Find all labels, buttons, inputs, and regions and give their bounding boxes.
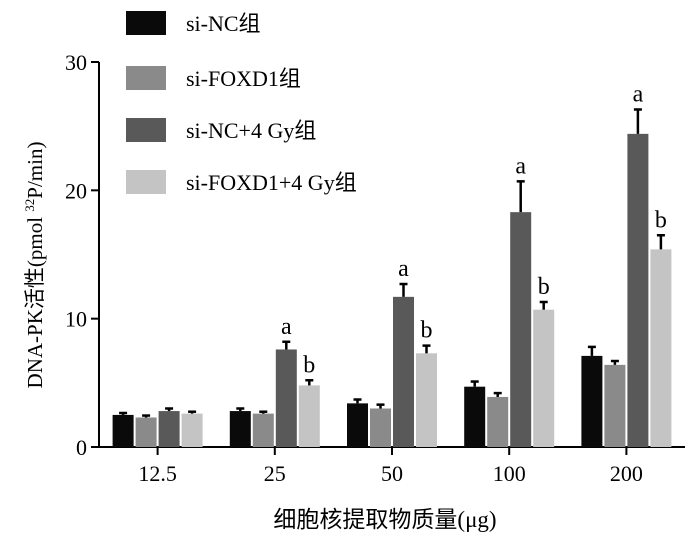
- bar-s4-c2: [416, 353, 437, 447]
- significance-label-s3-c4: a: [633, 81, 644, 107]
- bar-s4-c4: [650, 249, 672, 447]
- bar-s2-c0: [135, 417, 157, 447]
- x-tick-label-0: 12.5: [138, 461, 177, 486]
- legend-item-1: si-NC组: [126, 11, 261, 36]
- legend-item-3: si-NC+4 Gy组: [126, 118, 316, 143]
- significance-label-s3-c2: a: [398, 256, 409, 282]
- legend-item-2: si-FOXD1组: [126, 66, 301, 91]
- x-tick-label-4: 200: [610, 461, 643, 486]
- significance-label-s3-c1: a: [281, 314, 292, 340]
- legend-swatch-4: [126, 170, 166, 194]
- significance-label-s4-c3: b: [538, 274, 550, 300]
- bar-s2-c2: [370, 408, 391, 447]
- significance-label-s4-c4: b: [655, 207, 667, 233]
- bar-s1-c3: [464, 386, 486, 447]
- significance-label-s4-c1: b: [303, 352, 315, 378]
- bar-s4-c1: [298, 385, 320, 447]
- x-axis-label: 细胞核提取物质量(μg): [273, 507, 496, 532]
- significance-label-s3-c3: a: [515, 153, 526, 179]
- bar-s3-c4: [627, 133, 649, 447]
- y-tick-label-0: 0: [76, 435, 87, 460]
- bar-s2-c4: [604, 364, 626, 447]
- bar-s2-c3: [487, 396, 509, 447]
- y-axis-label-superscript: 32: [22, 199, 37, 212]
- bar-s2-c1: [252, 413, 274, 447]
- bar-s1-c1: [229, 411, 251, 447]
- y-tick-label-3: 30: [65, 50, 87, 75]
- x-tick-label-3: 100: [493, 461, 526, 486]
- legend-swatch-1: [126, 11, 166, 35]
- y-tick-label-2: 20: [65, 178, 87, 203]
- legend-label-4: si-FOXD1+4 Gy组: [186, 170, 357, 195]
- legend-swatch-3: [126, 118, 166, 142]
- y-axis-label-text: DNA-PK活性(pmol: [23, 212, 47, 389]
- bar-s3-c2: [393, 296, 414, 447]
- legend-label-1: si-NC组: [186, 11, 261, 36]
- bar-s1-c2: [347, 403, 368, 447]
- y-tick-label-1: 10: [65, 307, 87, 332]
- legend: si-NC组 si-FOXD1组 si-NC+4 Gy组 si-FOXD1+4 …: [126, 11, 357, 195]
- significance-label-s4-c2: b: [421, 318, 433, 344]
- x-tick-label-2: 50: [381, 461, 403, 486]
- legend-label-3: si-NC+4 Gy组: [186, 118, 316, 143]
- y-axis-label: DNA-PK活性(pmol 32P/min): [22, 142, 47, 389]
- bar-s1-c0: [112, 414, 134, 447]
- legend-item-4: si-FOXD1+4 Gy组: [126, 170, 357, 195]
- bar-s4-c0: [181, 413, 203, 447]
- y-axis-label-unit: P/min): [23, 142, 47, 199]
- bar-s4-c3: [533, 309, 555, 447]
- x-tick-label-1: 25: [264, 461, 286, 486]
- bar-s3-c3: [510, 212, 532, 447]
- bar-s3-c1: [275, 349, 297, 447]
- bar-s1-c4: [581, 355, 603, 447]
- legend-swatch-2: [126, 66, 166, 90]
- legend-label-2: si-FOXD1组: [186, 66, 301, 91]
- bar-s3-c0: [158, 411, 180, 447]
